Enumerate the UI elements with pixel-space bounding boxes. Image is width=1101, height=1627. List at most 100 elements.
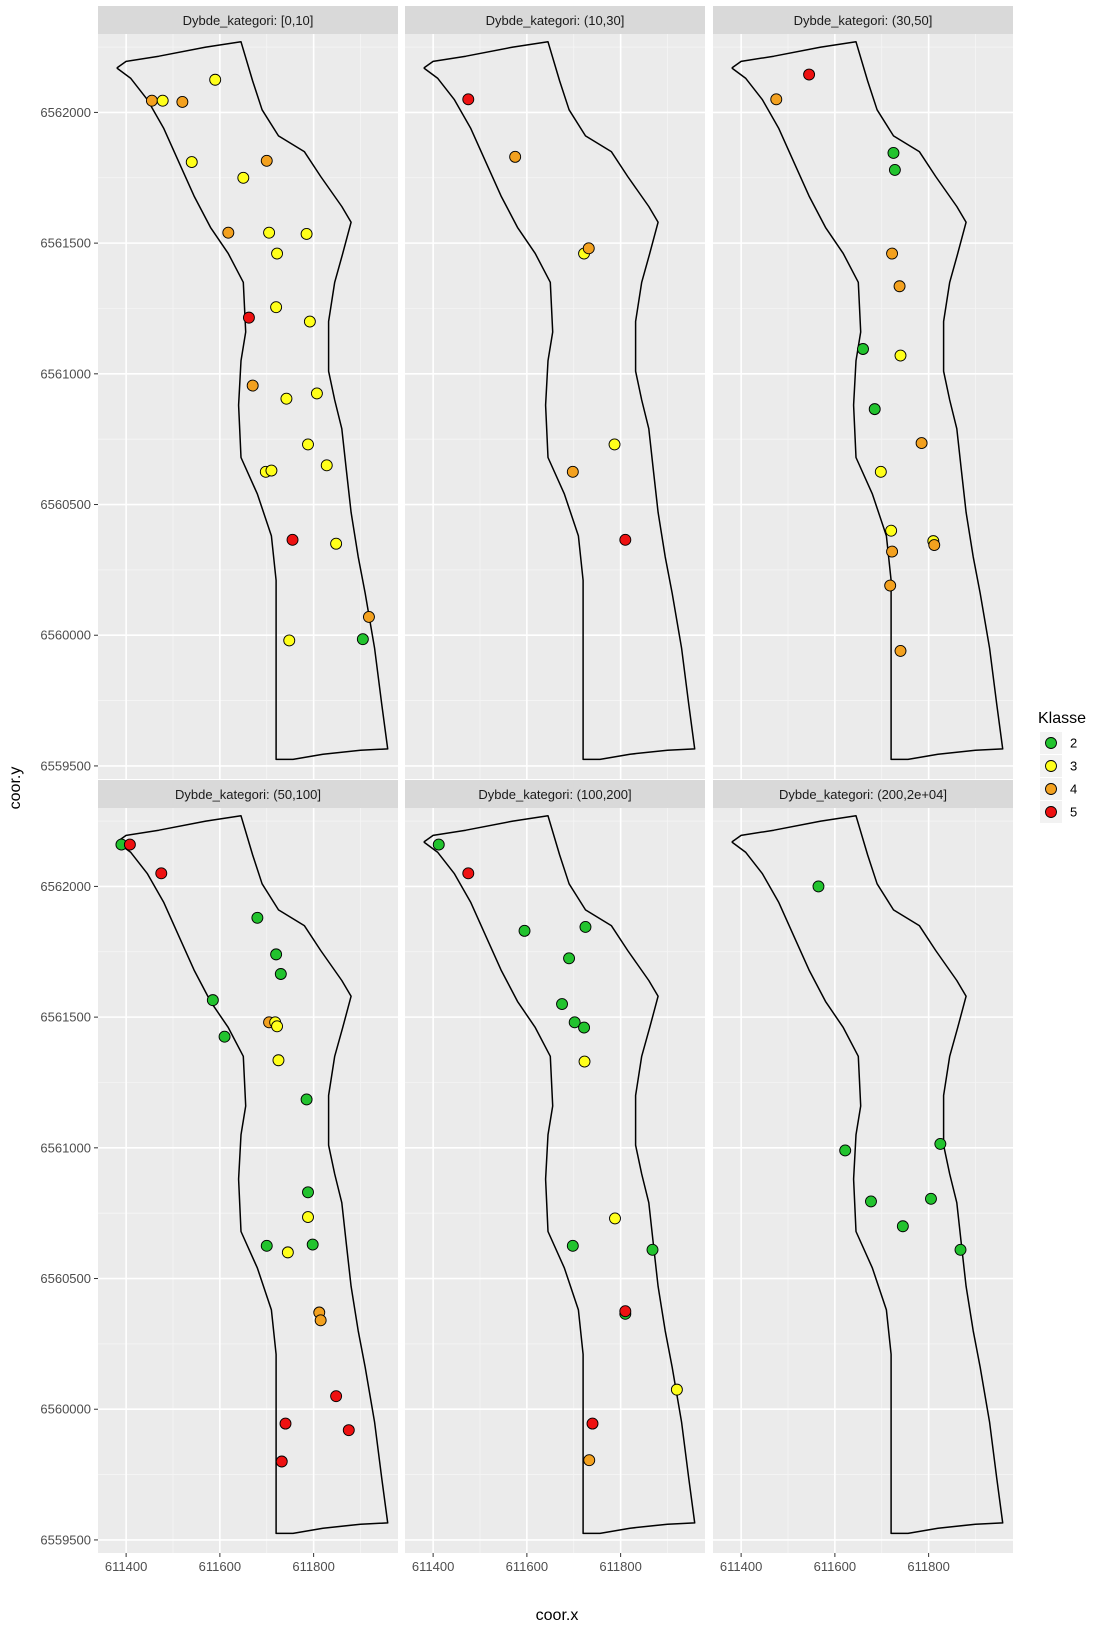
- data-point-klasse-4: [893, 280, 906, 293]
- data-point-klasse-3: [894, 349, 907, 362]
- data-point-klasse-2: [274, 968, 287, 980]
- data-point-klasse-2: [518, 924, 531, 937]
- data-point-klasse-2: [887, 146, 900, 159]
- data-point-klasse-2: [925, 1192, 937, 1205]
- data-point-klasse-3: [310, 387, 323, 400]
- legend-marker-klasse-3: [1045, 760, 1057, 772]
- facet-strip-label: Dybde_kategori: (30,50]: [794, 13, 933, 28]
- x-tick-label: 611800: [292, 1559, 334, 1574]
- data-point-klasse-2: [260, 1239, 273, 1252]
- data-point-klasse-3: [303, 315, 316, 328]
- data-point-klasse-3: [320, 459, 333, 472]
- panel-background: [713, 808, 1013, 1553]
- data-point-klasse-4: [246, 379, 259, 392]
- data-point-klasse-4: [176, 96, 189, 108]
- data-point-klasse-5: [286, 533, 299, 546]
- data-point-klasse-4: [509, 150, 522, 163]
- study-area-boundary: [116, 815, 389, 1535]
- data-point-klasse-3: [302, 438, 314, 451]
- data-point-klasse-3: [209, 73, 222, 86]
- legend-marker-klasse-2: [1045, 737, 1057, 749]
- facet-strip: [405, 6, 705, 34]
- data-point-klasse-2: [888, 163, 901, 176]
- legend-title: Klasse: [1038, 710, 1086, 727]
- data-point-klasse-4: [362, 610, 375, 623]
- data-point-klasse-2: [868, 403, 881, 416]
- data-point-klasse-5: [275, 1455, 288, 1468]
- data-point-klasse-3: [608, 438, 621, 451]
- facet-panel-6: Dybde_kategori: (200,2e+04] 611400 611600 6…: [713, 780, 1013, 1574]
- data-point-klasse-3: [271, 247, 284, 260]
- study-area-boundary: [116, 41, 389, 761]
- y-tick-label: 6561500: [40, 236, 91, 251]
- x-axis-title: coor.x: [536, 1607, 579, 1624]
- data-point-klasse-3: [237, 171, 250, 184]
- data-point-klasse-2: [839, 1144, 852, 1157]
- data-point-klasse-3: [874, 465, 887, 478]
- facet-strip-label: Dybde_kategori: [0,10]: [183, 13, 314, 28]
- data-point-klasse-2: [563, 952, 576, 965]
- data-point-klasse-5: [803, 68, 816, 81]
- x-tick-label: 611600: [814, 1559, 856, 1574]
- data-point-klasse-5: [462, 93, 475, 106]
- data-point-klasse-5: [330, 1390, 343, 1403]
- data-point-klasse-5: [586, 1417, 599, 1430]
- y-tick-label: 6560500: [40, 497, 91, 512]
- data-point-klasse-2: [306, 1238, 319, 1251]
- data-point-klasse-4: [145, 94, 158, 107]
- facet-panel-3: Dybde_kategori: (30,50]: [713, 6, 1013, 779]
- facet-panel-4: Dybde_kategori: (50,100] 6559500 6560000 65…: [40, 780, 398, 1574]
- legend-label: 5: [1070, 805, 1077, 820]
- study-area-boundary: [423, 41, 696, 761]
- data-point-klasse-3: [300, 228, 313, 240]
- facet-strip-label: Dybde_kategori: (100,200]: [478, 787, 631, 802]
- data-point-klasse-2: [857, 343, 869, 355]
- data-point-klasse-3: [185, 156, 198, 169]
- data-point-klasse-4: [566, 465, 579, 478]
- data-point-klasse-2: [432, 838, 445, 851]
- x-tick-label: 611400: [720, 1559, 762, 1574]
- data-point-klasse-2: [566, 1239, 579, 1252]
- facet-strip: [98, 780, 398, 808]
- data-point-klasse-3: [283, 634, 296, 647]
- x-tick-label: 611600: [199, 1559, 241, 1574]
- legend-label: 2: [1070, 736, 1077, 751]
- panel-background: [405, 808, 705, 1553]
- data-point-klasse-4: [583, 1454, 596, 1467]
- study-area-boundary: [423, 815, 696, 1535]
- y-tick-label: 6561500: [40, 1010, 91, 1025]
- data-point-klasse-4: [314, 1314, 327, 1327]
- data-point-klasse-3: [280, 392, 293, 405]
- y-tick-label: 6560500: [40, 1271, 91, 1286]
- y-axis-title: coor.y: [7, 767, 24, 810]
- y-tick-label: 6559500: [40, 1532, 91, 1547]
- legend-marker-klasse-4: [1045, 783, 1057, 795]
- data-point-klasse-2: [218, 1030, 231, 1043]
- data-point-klasse-3: [578, 1055, 591, 1068]
- y-tick-label: 6560000: [40, 1402, 91, 1417]
- data-point-klasse-3: [263, 226, 276, 239]
- data-point-klasse-2: [556, 998, 568, 1011]
- data-point-klasse-5: [123, 838, 136, 851]
- data-point-klasse-2: [646, 1243, 659, 1256]
- data-point-klasse-3: [272, 1054, 285, 1067]
- facet-panel-5: Dybde_kategori: (100,200] 611400 611600 611…: [405, 780, 705, 1574]
- data-point-klasse-2: [865, 1195, 877, 1208]
- data-point-klasse-2: [300, 1093, 313, 1106]
- study-area-boundary: [731, 815, 1004, 1535]
- data-point-klasse-2: [568, 1016, 581, 1029]
- data-point-klasse-3: [609, 1212, 621, 1225]
- data-point-klasse-4: [886, 247, 899, 260]
- facet-strip: [405, 780, 705, 808]
- data-point-klasse-4: [582, 242, 595, 255]
- data-point-klasse-4: [915, 437, 928, 450]
- data-point-klasse-2: [579, 920, 592, 933]
- data-point-klasse-5: [619, 1305, 632, 1318]
- facet-panel-1: Dybde_kategori: [0,10] 6559500 6560000 6560…: [40, 6, 398, 779]
- data-point-klasse-3: [156, 94, 169, 107]
- data-point-klasse-2: [302, 1186, 314, 1199]
- facet-strip-label: Dybde_kategori: (200,2e+04]: [779, 787, 947, 802]
- facet-strip-label: Dybde_kategori: (10,30]: [486, 13, 625, 28]
- data-point-klasse-3: [270, 301, 283, 314]
